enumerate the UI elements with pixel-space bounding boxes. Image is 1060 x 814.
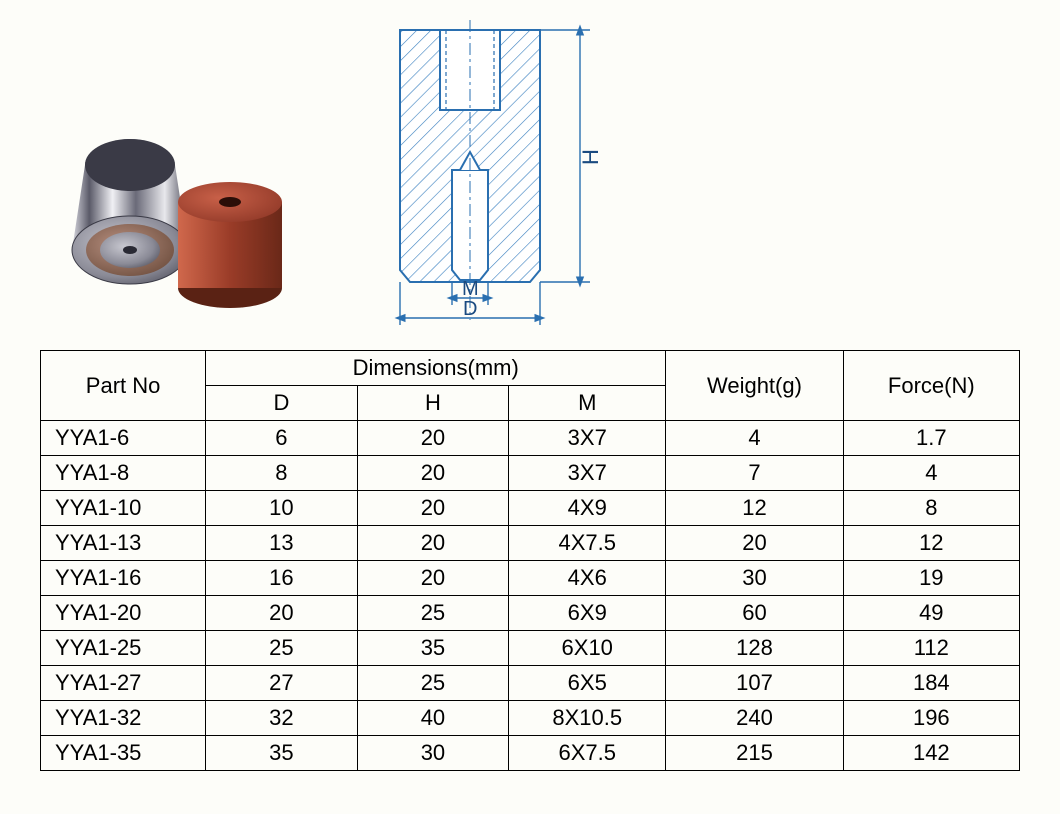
cell-weight: 12 xyxy=(666,491,843,526)
cell-weight: 240 xyxy=(666,701,843,736)
table-row: YYA1-3535306X7.5215142 xyxy=(41,736,1020,771)
cell-H: 35 xyxy=(357,631,509,666)
table-row: YYA1-1010204X9128 xyxy=(41,491,1020,526)
table-row: YYA1-2727256X5107184 xyxy=(41,666,1020,701)
dim-label-m: M xyxy=(462,278,479,300)
cell-part: YYA1-8 xyxy=(41,456,206,491)
col-part: Part No xyxy=(41,351,206,421)
cell-force: 1.7 xyxy=(843,421,1019,456)
table-row: YYA1-1313204X7.52012 xyxy=(41,526,1020,561)
cell-H: 20 xyxy=(357,456,509,491)
cell-weight: 107 xyxy=(666,666,843,701)
col-weight: Weight(g) xyxy=(666,351,843,421)
cell-D: 25 xyxy=(206,631,358,666)
col-d: D xyxy=(206,386,358,421)
cell-M: 6X9 xyxy=(509,596,666,631)
cell-H: 30 xyxy=(357,736,509,771)
cell-D: 35 xyxy=(206,736,358,771)
cell-force: 49 xyxy=(843,596,1019,631)
cell-part: YYA1-32 xyxy=(41,701,206,736)
cell-M: 3X7 xyxy=(509,456,666,491)
cell-D: 13 xyxy=(206,526,358,561)
cell-M: 4X9 xyxy=(509,491,666,526)
cell-M: 6X5 xyxy=(509,666,666,701)
table-row: YYA1-66203X741.7 xyxy=(41,421,1020,456)
table-row: YYA1-1616204X63019 xyxy=(41,561,1020,596)
cell-M: 8X10.5 xyxy=(509,701,666,736)
table-row: YYA1-3232408X10.5240196 xyxy=(41,701,1020,736)
cell-H: 40 xyxy=(357,701,509,736)
col-m: M xyxy=(509,386,666,421)
table-row: YYA1-2525356X10128112 xyxy=(41,631,1020,666)
cell-part: YYA1-25 xyxy=(41,631,206,666)
figure-area: H M D xyxy=(40,20,1020,330)
cell-M: 6X7.5 xyxy=(509,736,666,771)
col-force: Force(N) xyxy=(843,351,1019,421)
cell-weight: 20 xyxy=(666,526,843,561)
cell-H: 25 xyxy=(357,596,509,631)
cell-force: 196 xyxy=(843,701,1019,736)
technical-diagram: H M D xyxy=(370,20,630,330)
cell-weight: 60 xyxy=(666,596,843,631)
cell-part: YYA1-10 xyxy=(41,491,206,526)
cell-M: 3X7 xyxy=(509,421,666,456)
cell-weight: 4 xyxy=(666,421,843,456)
cell-part: YYA1-27 xyxy=(41,666,206,701)
cell-part: YYA1-20 xyxy=(41,596,206,631)
cell-part: YYA1-6 xyxy=(41,421,206,456)
cell-H: 20 xyxy=(357,491,509,526)
cell-D: 6 xyxy=(206,421,358,456)
cell-force: 12 xyxy=(843,526,1019,561)
table-row: YYA1-88203X774 xyxy=(41,456,1020,491)
cell-force: 19 xyxy=(843,561,1019,596)
cell-D: 20 xyxy=(206,596,358,631)
cell-D: 8 xyxy=(206,456,358,491)
cell-M: 4X7.5 xyxy=(509,526,666,561)
cell-M: 4X6 xyxy=(509,561,666,596)
spec-table: Part No Dimensions(mm) Weight(g) Force(N… xyxy=(40,350,1020,771)
cell-part: YYA1-13 xyxy=(41,526,206,561)
cell-D: 27 xyxy=(206,666,358,701)
cell-weight: 7 xyxy=(666,456,843,491)
cell-force: 112 xyxy=(843,631,1019,666)
cell-force: 8 xyxy=(843,491,1019,526)
dim-label-h: H xyxy=(578,149,603,165)
cell-D: 16 xyxy=(206,561,358,596)
cell-force: 142 xyxy=(843,736,1019,771)
cell-weight: 128 xyxy=(666,631,843,666)
dim-label-d: D xyxy=(463,298,477,320)
cell-part: YYA1-16 xyxy=(41,561,206,596)
cell-H: 20 xyxy=(357,526,509,561)
cell-D: 32 xyxy=(206,701,358,736)
col-dims: Dimensions(mm) xyxy=(206,351,666,386)
cell-weight: 215 xyxy=(666,736,843,771)
col-h: H xyxy=(357,386,509,421)
cell-weight: 30 xyxy=(666,561,843,596)
cell-H: 20 xyxy=(357,561,509,596)
product-photo xyxy=(60,110,310,330)
cell-M: 6X10 xyxy=(509,631,666,666)
cell-D: 10 xyxy=(206,491,358,526)
cell-part: YYA1-35 xyxy=(41,736,206,771)
cell-force: 184 xyxy=(843,666,1019,701)
cell-force: 4 xyxy=(843,456,1019,491)
table-row: YYA1-2020256X96049 xyxy=(41,596,1020,631)
cell-H: 25 xyxy=(357,666,509,701)
cell-H: 20 xyxy=(357,421,509,456)
